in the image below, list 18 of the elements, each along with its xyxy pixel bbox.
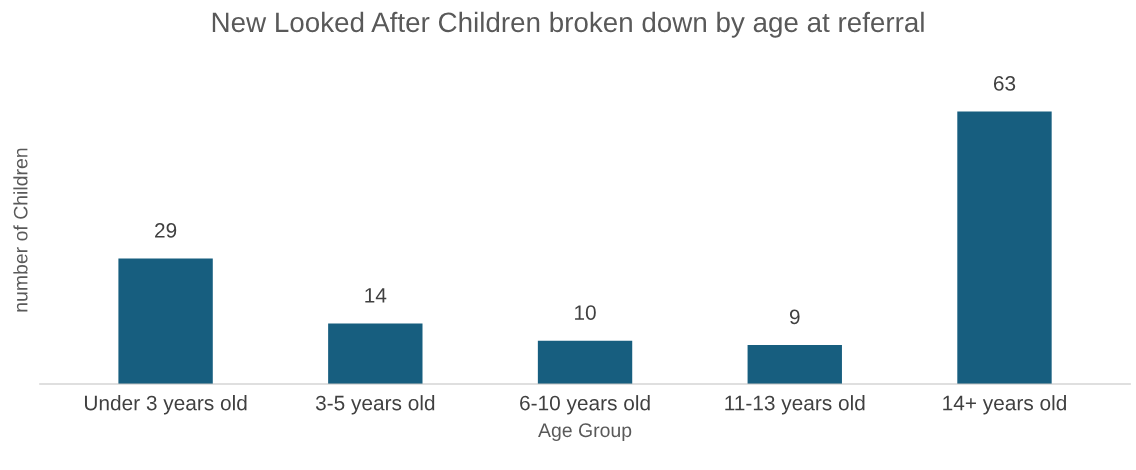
- y-axis-title: number of Children: [13, 148, 28, 312]
- data-label: 10: [575, 305, 596, 320]
- x-tick-label: 11-13 years old: [725, 395, 865, 415]
- data-label: 9: [789, 309, 800, 325]
- data-label: 14: [365, 288, 387, 303]
- x-tick-label: Under 3 years old: [84, 395, 247, 415]
- x-tick-label: 3-5 years old: [315, 395, 435, 415]
- x-tick-label: 14+ years old: [943, 395, 1066, 415]
- bar: [537, 340, 633, 384]
- bar: [747, 345, 842, 384]
- chart-title: New Looked After Children broken down by age at referral: [212, 11, 924, 38]
- x-axis-title: Age Group: [538, 423, 632, 441]
- bar: [957, 111, 1052, 384]
- data-label: 29: [155, 223, 177, 238]
- bar: [118, 258, 213, 384]
- data-label: 63: [993, 76, 1016, 91]
- x-tick-label: 6-10 years old: [520, 395, 650, 415]
- bar: [328, 323, 423, 384]
